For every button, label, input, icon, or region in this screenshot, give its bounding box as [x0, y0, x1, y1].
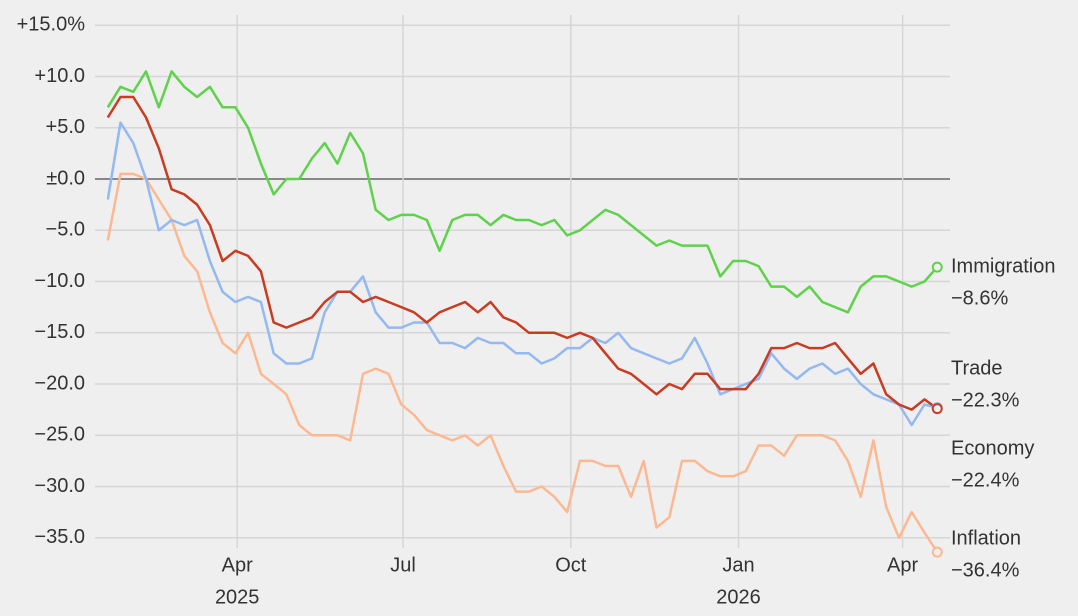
y-tick-label: −20.0 [34, 372, 85, 394]
series-name: Economy [951, 437, 1034, 459]
series-line [106, 95, 938, 411]
x-tick-label: Apr [222, 554, 253, 576]
y-tick-label: −30.0 [34, 475, 85, 497]
y-tick-label: −15.0 [34, 321, 85, 343]
series-end-label: −22.3% [951, 389, 1020, 411]
y-tick-label: ±0.0 [46, 167, 85, 189]
end-marker [931, 261, 943, 273]
y-tick-label: −5.0 [46, 219, 85, 241]
x-tick-year: 2026 [716, 586, 761, 608]
series-name: Immigration [951, 255, 1055, 277]
y-tick-label: −35.0 [34, 526, 85, 548]
series-line [106, 70, 939, 314]
series-end-label: −22.4% [951, 469, 1020, 491]
x-tick-label: Oct [555, 554, 587, 576]
series-name: Inflation [951, 527, 1021, 549]
x-tick-label: Jul [390, 554, 416, 576]
end-marker [931, 403, 943, 415]
y-tick-label: +5.0 [46, 116, 85, 138]
y-tick-label: −10.0 [34, 270, 85, 292]
end-marker [931, 546, 943, 558]
series-end-label: −8.6% [951, 287, 1008, 309]
y-tick-label: +15.0% [17, 14, 86, 36]
series-name: Trade [951, 357, 1003, 379]
series-line [106, 121, 938, 427]
y-tick-label: −25.0 [34, 424, 85, 446]
series-end-label: −36.4% [951, 559, 1020, 581]
x-tick-label: Jan [722, 554, 754, 576]
series-line [106, 172, 939, 553]
y-tick-label: +10.0 [34, 65, 85, 87]
x-tick-year: 2025 [215, 586, 260, 608]
x-tick-label: Apr [887, 554, 918, 576]
